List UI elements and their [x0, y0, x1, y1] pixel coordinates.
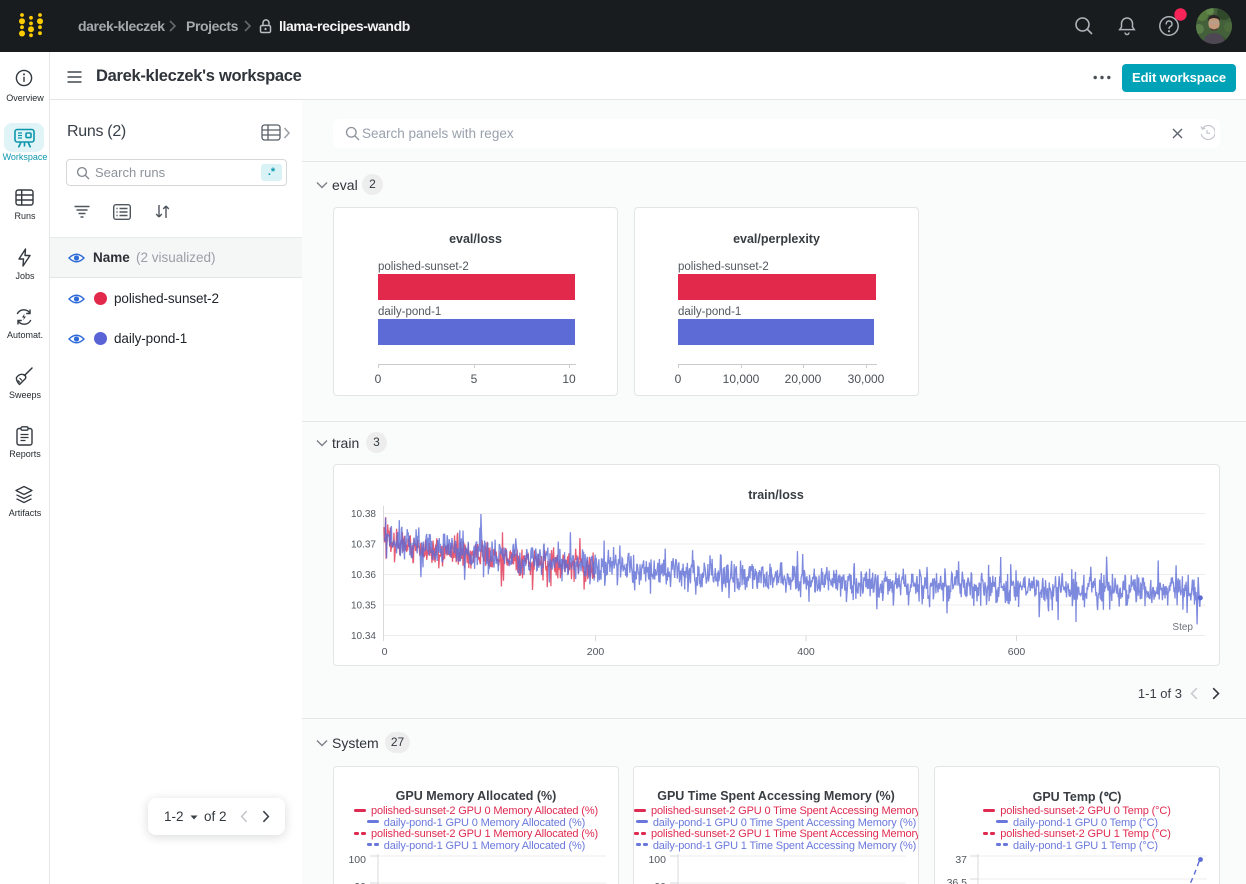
svg-text:10.35: 10.35: [351, 601, 376, 612]
svg-text:10.38: 10.38: [351, 509, 376, 520]
svg-text:0: 0: [382, 646, 388, 658]
svg-text:10.34: 10.34: [351, 631, 376, 642]
svg-text:200: 200: [587, 646, 605, 658]
svg-text:37: 37: [955, 854, 967, 866]
svg-text:10.36: 10.36: [351, 570, 376, 581]
svg-text:36.5: 36.5: [947, 877, 968, 884]
svg-text:400: 400: [797, 646, 815, 658]
svg-text:train/loss: train/loss: [748, 488, 804, 502]
svg-text:90: 90: [654, 881, 666, 884]
svg-text:100: 100: [348, 854, 366, 866]
svg-text:Step: Step: [1172, 622, 1193, 633]
svg-text:10.37: 10.37: [351, 540, 376, 551]
svg-text:600: 600: [1008, 646, 1026, 658]
svg-text:100: 100: [648, 854, 666, 866]
svg-text:90: 90: [354, 881, 366, 884]
